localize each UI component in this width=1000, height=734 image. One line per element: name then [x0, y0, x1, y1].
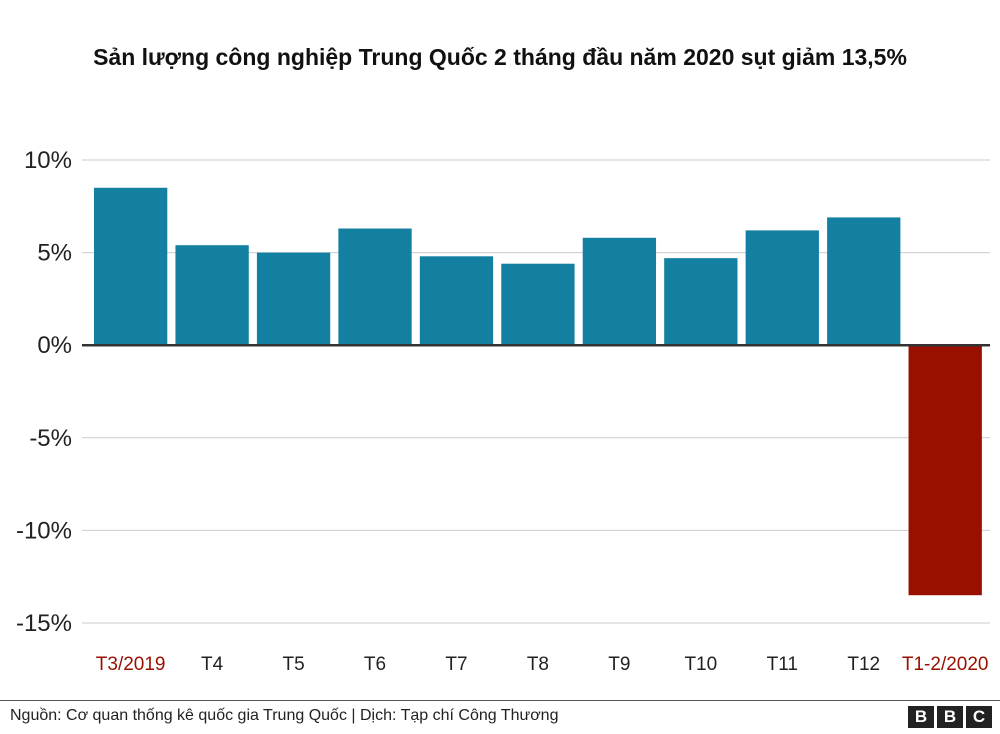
y-tick-label: -10%	[16, 517, 72, 544]
x-tick-label: T6	[364, 654, 386, 675]
bbc-logo: B B C	[908, 706, 992, 728]
y-tick-label: 0%	[37, 332, 72, 359]
bar	[827, 217, 901, 346]
y-tick-label: -5%	[29, 425, 72, 452]
y-tick-label: 5%	[37, 240, 72, 267]
bar	[419, 256, 494, 346]
bar-chart: 10% 5% 0% -5% -10% -15% T3/2019 T4 T5 T6 T7 T8 T9 T10…	[16, 147, 990, 675]
bar	[664, 258, 738, 346]
x-tick-label: T11	[767, 654, 798, 675]
x-tick-label: T4	[201, 654, 224, 675]
footer-divider	[0, 700, 1000, 701]
y-tick-label: 10%	[24, 147, 72, 174]
chart-title: Sản lượng công nghiệp Trung Quốc 2 tháng…	[93, 44, 907, 70]
x-tick-label: T1-2/2020	[902, 654, 989, 675]
bbc-logo-letter: C	[966, 706, 992, 728]
x-tick-label: T5	[282, 654, 304, 675]
x-tick-label: T3/2019	[96, 654, 166, 675]
x-tick-label: T9	[608, 654, 630, 675]
y-tick-label: -15%	[16, 610, 72, 637]
bbc-logo-letter: B	[908, 706, 934, 728]
bar	[745, 230, 819, 346]
x-tick-label: T7	[445, 654, 467, 675]
source-note: Nguồn: Cơ quan thống kê quốc gia Trung Q…	[10, 707, 559, 724]
x-tick-label: T8	[527, 654, 549, 675]
bar	[338, 228, 412, 346]
bar	[582, 237, 657, 346]
bar	[908, 345, 982, 596]
x-tick-label: T12	[847, 654, 880, 675]
x-tick-label: T10	[684, 654, 717, 675]
bar	[175, 245, 249, 346]
bar	[501, 263, 575, 346]
bar	[256, 252, 331, 346]
bar	[94, 187, 168, 346]
bbc-logo-letter: B	[937, 706, 963, 728]
